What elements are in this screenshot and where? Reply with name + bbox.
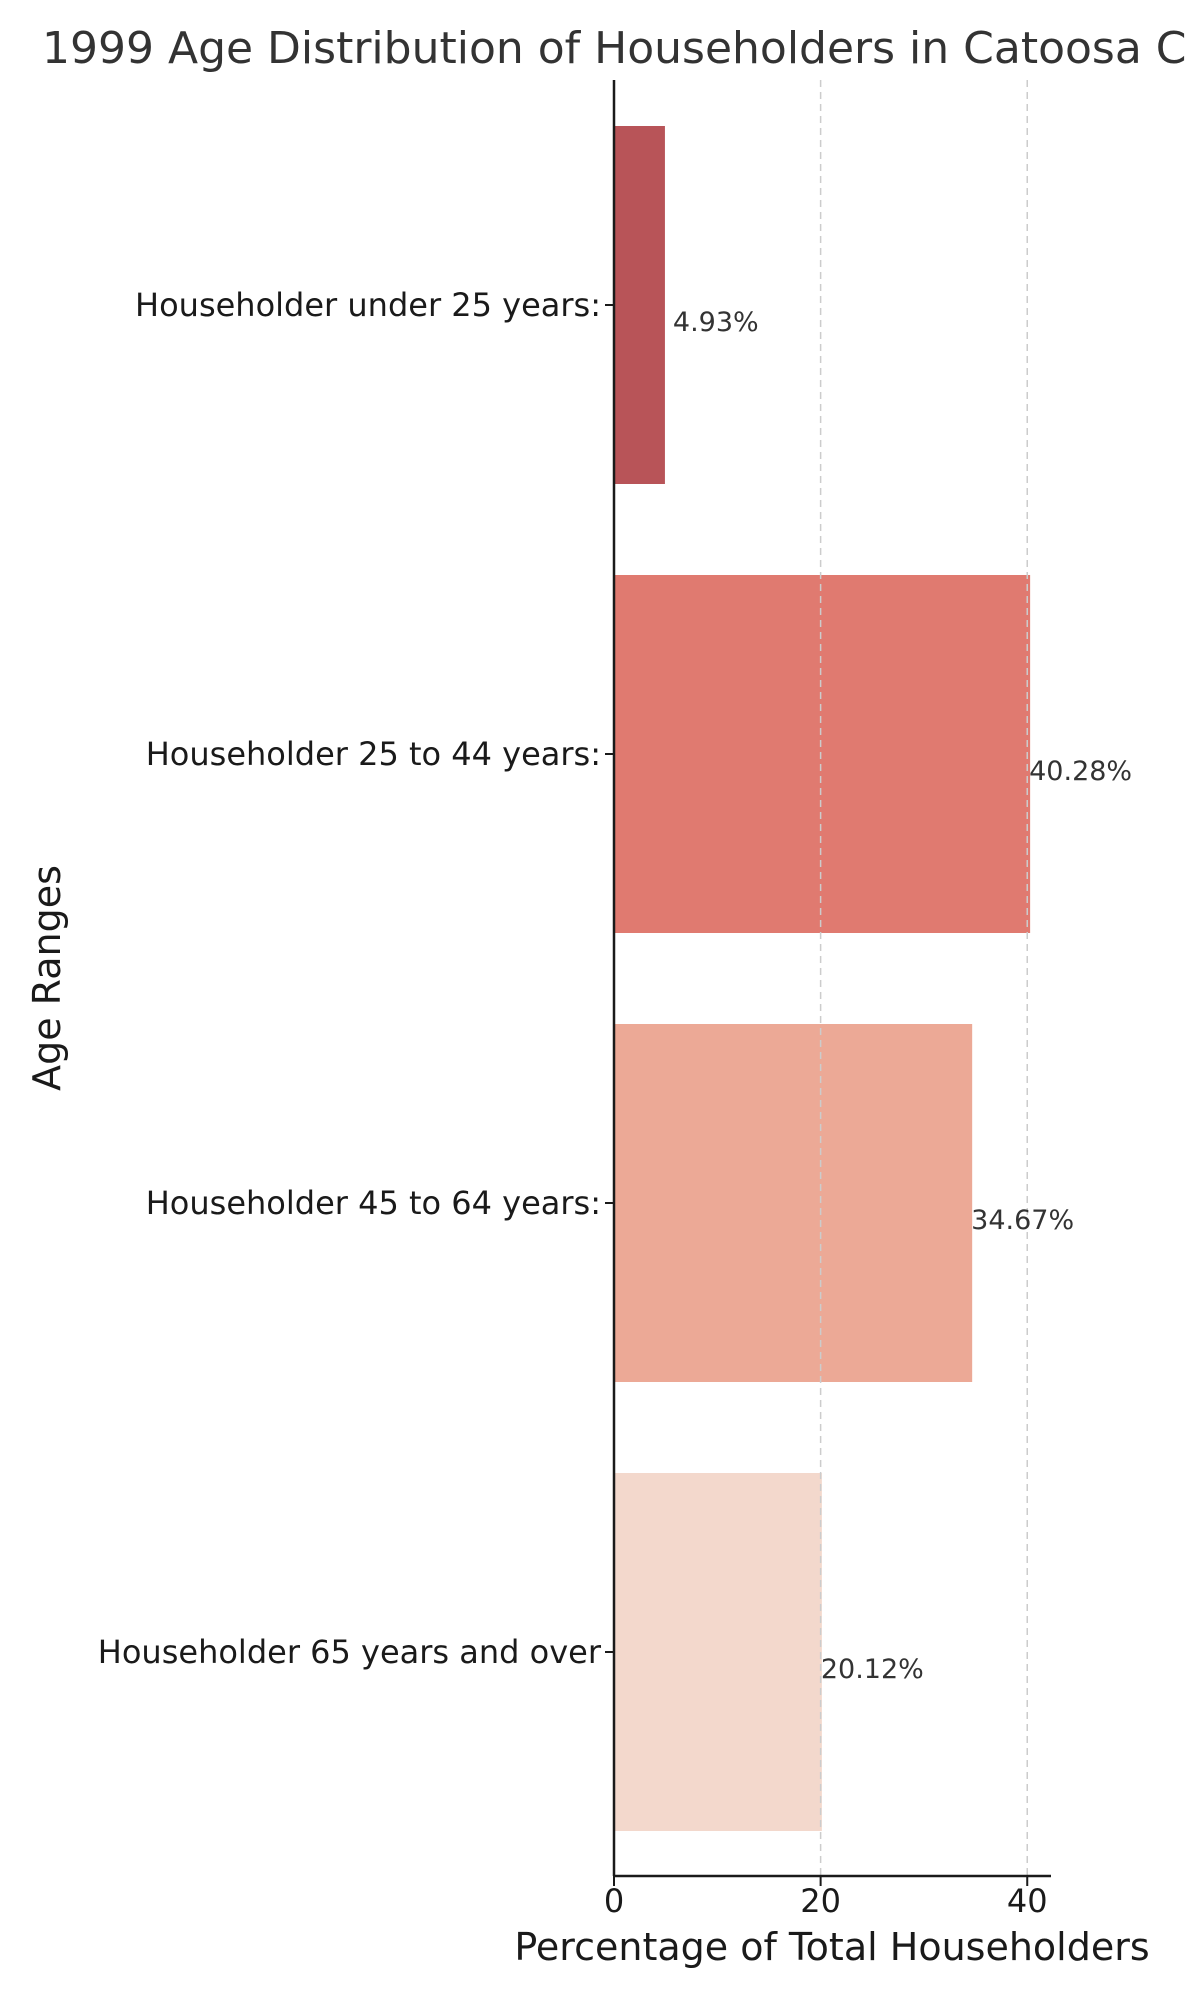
x-tick-label-1: 0 xyxy=(604,1882,624,1920)
data-label-4: 20.12% xyxy=(821,1654,924,1685)
ticks xyxy=(605,304,1029,1886)
data-label-1: 4.93% xyxy=(673,307,759,338)
x-axis-label: Percentage of Total Householders xyxy=(514,1925,1149,1969)
bar-3 xyxy=(614,1024,973,1382)
bars xyxy=(614,80,1031,1876)
labels: 0 20 40 Householder under 25 years: Househol… xyxy=(98,286,1132,1920)
axes xyxy=(612,80,1051,1878)
bar-4 xyxy=(614,1473,822,1831)
y-axis-label: Age Ranges xyxy=(25,865,69,1091)
bar-1 xyxy=(614,126,665,484)
data-label-3: 34.67% xyxy=(971,1205,1074,1236)
category-label-2: Householder 25 to 44 years: xyxy=(146,735,601,773)
x-tick-label-3: 40 xyxy=(1007,1882,1048,1920)
bar-2 xyxy=(614,575,1031,933)
category-label-4: Householder 65 years and over xyxy=(98,1633,602,1671)
chart-title: 1999 Age Distribution of Householders in… xyxy=(42,23,1187,74)
data-label-2: 40.28% xyxy=(1029,756,1132,787)
category-label-1: Householder under 25 years: xyxy=(135,286,601,324)
category-label-3: Householder 45 to 64 years: xyxy=(146,1184,601,1222)
x-tick-label-2: 20 xyxy=(800,1882,841,1920)
